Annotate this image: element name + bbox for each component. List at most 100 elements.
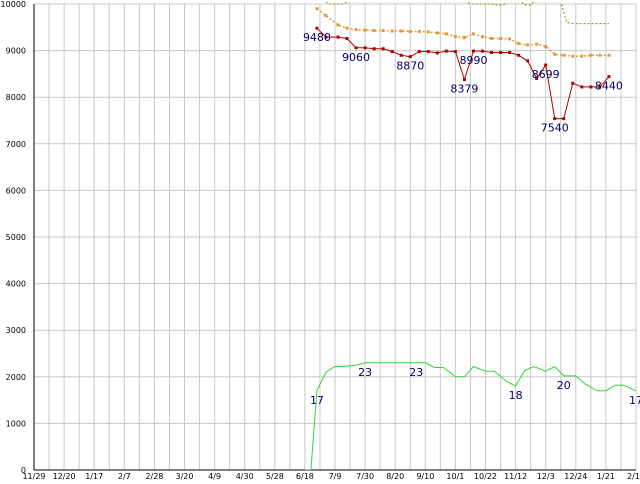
data-label-red: 9480 <box>303 31 331 44</box>
data-point-orange <box>490 36 494 40</box>
data-point-orange <box>480 35 484 39</box>
y-tick-label: 4000 <box>6 280 26 289</box>
y-tick-label: 5000 <box>6 233 26 242</box>
data-point-orange <box>517 42 521 46</box>
y-tick-label: 3000 <box>6 326 26 335</box>
x-tick-label: 11/12 <box>504 472 527 480</box>
y-tick-label: 8000 <box>6 93 26 102</box>
data-label-green: 17 <box>629 394 640 407</box>
data-point-red <box>390 50 394 54</box>
data-label-green: 20 <box>557 379 571 392</box>
data-point-red <box>580 85 584 89</box>
x-tick-label: 1/21 <box>597 472 615 480</box>
data-point-red <box>544 63 548 67</box>
data-point-red <box>426 50 430 54</box>
data-label-red: 8870 <box>396 60 424 73</box>
series-line-green <box>304 362 637 470</box>
data-point-red <box>399 53 403 57</box>
data-point-orange <box>324 14 328 18</box>
y-tick-label: 1000 <box>6 419 26 428</box>
x-tick-label: 1/17 <box>85 472 103 480</box>
data-point-orange <box>363 28 367 32</box>
data-point-orange <box>544 44 548 48</box>
data-point-red <box>607 75 611 79</box>
data-point-red <box>354 46 358 50</box>
data-point-red <box>417 50 421 54</box>
data-point-orange <box>390 29 394 33</box>
data-point-orange <box>399 29 403 33</box>
data-label-green: 23 <box>409 366 423 379</box>
data-point-red <box>336 35 340 39</box>
data-point-orange <box>526 43 530 47</box>
data-point-orange <box>345 26 349 30</box>
data-point-red <box>490 50 494 54</box>
x-tick-label: 4/9 <box>208 472 221 480</box>
data-point-red <box>562 117 566 121</box>
data-point-red <box>517 53 521 57</box>
data-point-orange <box>453 35 457 39</box>
data-point-orange <box>508 37 512 41</box>
series-line-olive <box>325 2 609 25</box>
data-point-orange <box>598 53 602 57</box>
x-tick-label: 7/9 <box>329 472 342 480</box>
data-point-red <box>345 36 349 40</box>
data-point-red <box>471 49 475 53</box>
data-labels: 9480 9060 8870 8990 8379 8699 7540 8440 17 23 23 18… <box>303 31 640 407</box>
data-point-orange <box>417 29 421 33</box>
data-point-orange <box>571 54 575 58</box>
data-point-red <box>381 47 385 51</box>
data-point-orange <box>562 53 566 57</box>
x-tick-label: 3/20 <box>176 472 194 480</box>
x-tick-label: 12/20 <box>53 472 76 480</box>
data-point-red <box>480 49 484 53</box>
data-point-red <box>462 78 466 82</box>
data-point-orange <box>553 52 557 56</box>
data-label-red: 9060 <box>342 51 370 64</box>
y-tick-label: 0 <box>21 466 26 475</box>
data-label-green: 18 <box>509 389 523 402</box>
data-point-orange <box>426 30 430 34</box>
data-point-red <box>435 51 439 55</box>
y-tick-label: 6000 <box>6 186 26 195</box>
data-point-red <box>315 26 319 30</box>
data-point-red <box>408 55 412 59</box>
data-point-orange <box>589 53 593 57</box>
data-point-orange <box>315 7 319 11</box>
data-point-orange <box>499 36 503 40</box>
data-label-red: 8699 <box>532 68 560 81</box>
x-tick-label: 12/3 <box>537 472 555 480</box>
series-lines <box>304 2 637 470</box>
data-point-red <box>598 85 602 89</box>
data-point-red <box>526 59 530 63</box>
grid-lines <box>33 3 637 471</box>
data-point-red <box>363 46 367 50</box>
data-point-orange <box>444 32 448 36</box>
data-point-orange <box>372 29 376 33</box>
x-tick-label: 10/22 <box>474 472 497 480</box>
x-tick-label: 8/20 <box>386 472 404 480</box>
data-label-green: 17 <box>310 394 324 407</box>
y-tick-label: 2000 <box>6 373 26 382</box>
x-tick-label: 6/18 <box>296 472 314 480</box>
data-point-orange <box>381 29 385 33</box>
data-point-orange <box>462 36 466 40</box>
data-point-orange <box>535 42 539 46</box>
data-point-orange <box>354 28 358 32</box>
x-tick-label: 4/30 <box>236 472 254 480</box>
x-tick-label: 2/7 <box>118 472 131 480</box>
x-tick-label: 11/29 <box>22 472 45 480</box>
data-point-red <box>508 50 512 54</box>
data-point-red <box>589 85 593 89</box>
data-point-red <box>535 77 539 81</box>
x-tick-label: 2/28 <box>145 472 163 480</box>
y-tick-label: 7000 <box>6 140 26 149</box>
data-point-orange <box>336 23 340 27</box>
data-point-orange <box>607 53 611 57</box>
data-point-orange <box>580 54 584 58</box>
x-tick-label: 5/28 <box>266 472 284 480</box>
data-point-red <box>499 50 503 54</box>
data-point-orange <box>471 32 475 36</box>
